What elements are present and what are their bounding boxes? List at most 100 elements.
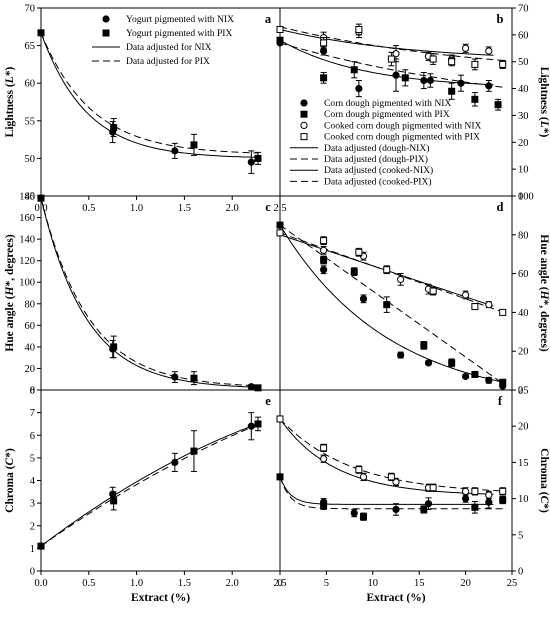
y2-tick-label: 60: [518, 269, 529, 280]
panel-b: 0 10 20 30 40 50 60 70 Lightness (L*) b Corn dough…: [276, 4, 550, 203]
filled-square-marker: [276, 36, 284, 44]
filled-circle-marker: [392, 505, 400, 514]
axis-label: Hue angle (H*, degrees): [538, 234, 550, 352]
y2-tick-label: 30: [518, 111, 529, 122]
y-tick-label: 3: [30, 499, 35, 510]
filled-circle-marker: [457, 79, 465, 87]
x-tick-label: 0: [277, 578, 282, 589]
fit-curve-dashed: [279, 26, 503, 61]
filled-circle-marker: [392, 71, 400, 79]
filled-square-marker: [110, 343, 118, 351]
y2-tick-label: 70: [518, 4, 529, 15]
x-tick-label: 5: [324, 578, 329, 589]
open-circle-marker: [462, 44, 470, 52]
fit-curve-solid: [279, 418, 494, 495]
filled-circle-marker: [247, 422, 255, 430]
y2-tick-label: 20: [518, 422, 529, 433]
filled-square-marker: [276, 473, 284, 481]
filled-square-marker: [37, 194, 45, 202]
y-tick-label: 60: [25, 321, 36, 332]
legend-entry: Data adjusted (dough-PIX): [324, 154, 428, 165]
y2-tick-label: 60: [518, 30, 529, 41]
y-tick-label: 45: [25, 192, 36, 203]
open-square-marker: [355, 25, 363, 33]
filled-circle-marker: [462, 372, 470, 381]
y-tick-label: 55: [25, 116, 36, 127]
axis-label: Hue angle (H*, degrees): [4, 234, 16, 352]
open-square-marker: [320, 444, 328, 452]
open-square-marker: [320, 237, 328, 245]
legend-entry: Data adjusted for PIX: [126, 56, 210, 67]
series-filled-square: [276, 36, 502, 111]
y-tick-label: 5: [30, 453, 35, 464]
x-tick-label: 2.0: [226, 203, 239, 214]
filled-square-marker: [499, 496, 507, 504]
panel-letter: f: [498, 394, 503, 408]
y-tick-label: 50: [25, 154, 36, 165]
y2-tick-label: 20: [518, 347, 529, 358]
y2-tick-label: 5: [518, 530, 523, 541]
y2-tick-label: 15: [518, 458, 529, 469]
filled-square-marker: [190, 141, 198, 149]
legend-entry: Data adjusted (cooked-PIX): [324, 176, 432, 187]
fit-curve-dashed: [279, 224, 504, 384]
y-tick-label: 80: [25, 299, 36, 310]
y-tick-label: 4: [30, 476, 36, 487]
series-open-circle: [276, 25, 493, 64]
filled-circle-marker: [462, 495, 470, 503]
filled-square-marker: [350, 66, 358, 74]
open-circle-marker: [392, 478, 400, 486]
fit-curve-solid: [279, 224, 503, 383]
filled-circle-marker: [426, 76, 434, 85]
fit-curve-solid: [40, 32, 259, 158]
series-filled-circle: [276, 473, 493, 518]
filled-square-marker: [320, 74, 328, 82]
filled-circle-marker: [320, 47, 328, 55]
filled-circle-marker: [420, 76, 428, 85]
y-tick-label: 160: [19, 213, 35, 224]
axis-label: Lightness (L*): [4, 67, 16, 138]
filled-square-marker: [37, 542, 45, 550]
y2-tick-label: 80: [518, 230, 529, 241]
filled-square-marker: [448, 359, 456, 367]
open-square-marker: [429, 287, 437, 295]
filled-circle-marker: [350, 509, 358, 517]
series-filled-square: [37, 29, 262, 165]
filled-square-marker: [448, 87, 456, 95]
filled-square-marker: [383, 301, 391, 309]
filled-circle-marker: [424, 359, 433, 367]
axis-label: Chroma (C*): [4, 448, 16, 513]
y-tick-label: 7: [30, 408, 35, 419]
y-tick-label: 180: [19, 192, 35, 203]
x-tick-label: 10: [368, 578, 379, 589]
x-tick-label: 1.0: [130, 578, 143, 589]
filled-square-marker: [254, 420, 262, 428]
series-filled-square: [276, 221, 507, 386]
x-tick-label: 0.5: [82, 578, 95, 589]
open-square-marker: [320, 39, 328, 47]
filled-square-marker: [350, 268, 358, 276]
y-tick-label: 65: [25, 41, 36, 52]
filled-square-marker: [320, 256, 328, 264]
filled-circle-marker: [102, 15, 110, 23]
fit-curve-solid: [279, 29, 494, 56]
series-filled-circle: [276, 39, 493, 98]
open-circle-marker: [320, 455, 328, 463]
filled-square-marker: [494, 101, 502, 109]
legend-entry: Data adjusted (cooked-NIX): [324, 165, 433, 176]
open-square-marker: [387, 55, 395, 63]
y-tick-label: 2: [30, 521, 35, 532]
filled-square-marker: [190, 447, 198, 455]
y2-tick-label: 10: [518, 165, 529, 176]
y-tick-label: 40: [25, 342, 36, 353]
filled-square-marker: [276, 221, 284, 229]
open-square-marker: [499, 308, 507, 316]
legend: Yogurt pigmented with NIX Yogurt pigmente…: [92, 14, 234, 67]
x-tick-label: 1.5: [178, 578, 191, 589]
series-open-square: [276, 23, 507, 71]
plot-frame: [279, 389, 513, 572]
open-square-marker: [429, 55, 437, 63]
open-circle-marker: [359, 473, 368, 481]
open-square-marker: [355, 248, 363, 256]
